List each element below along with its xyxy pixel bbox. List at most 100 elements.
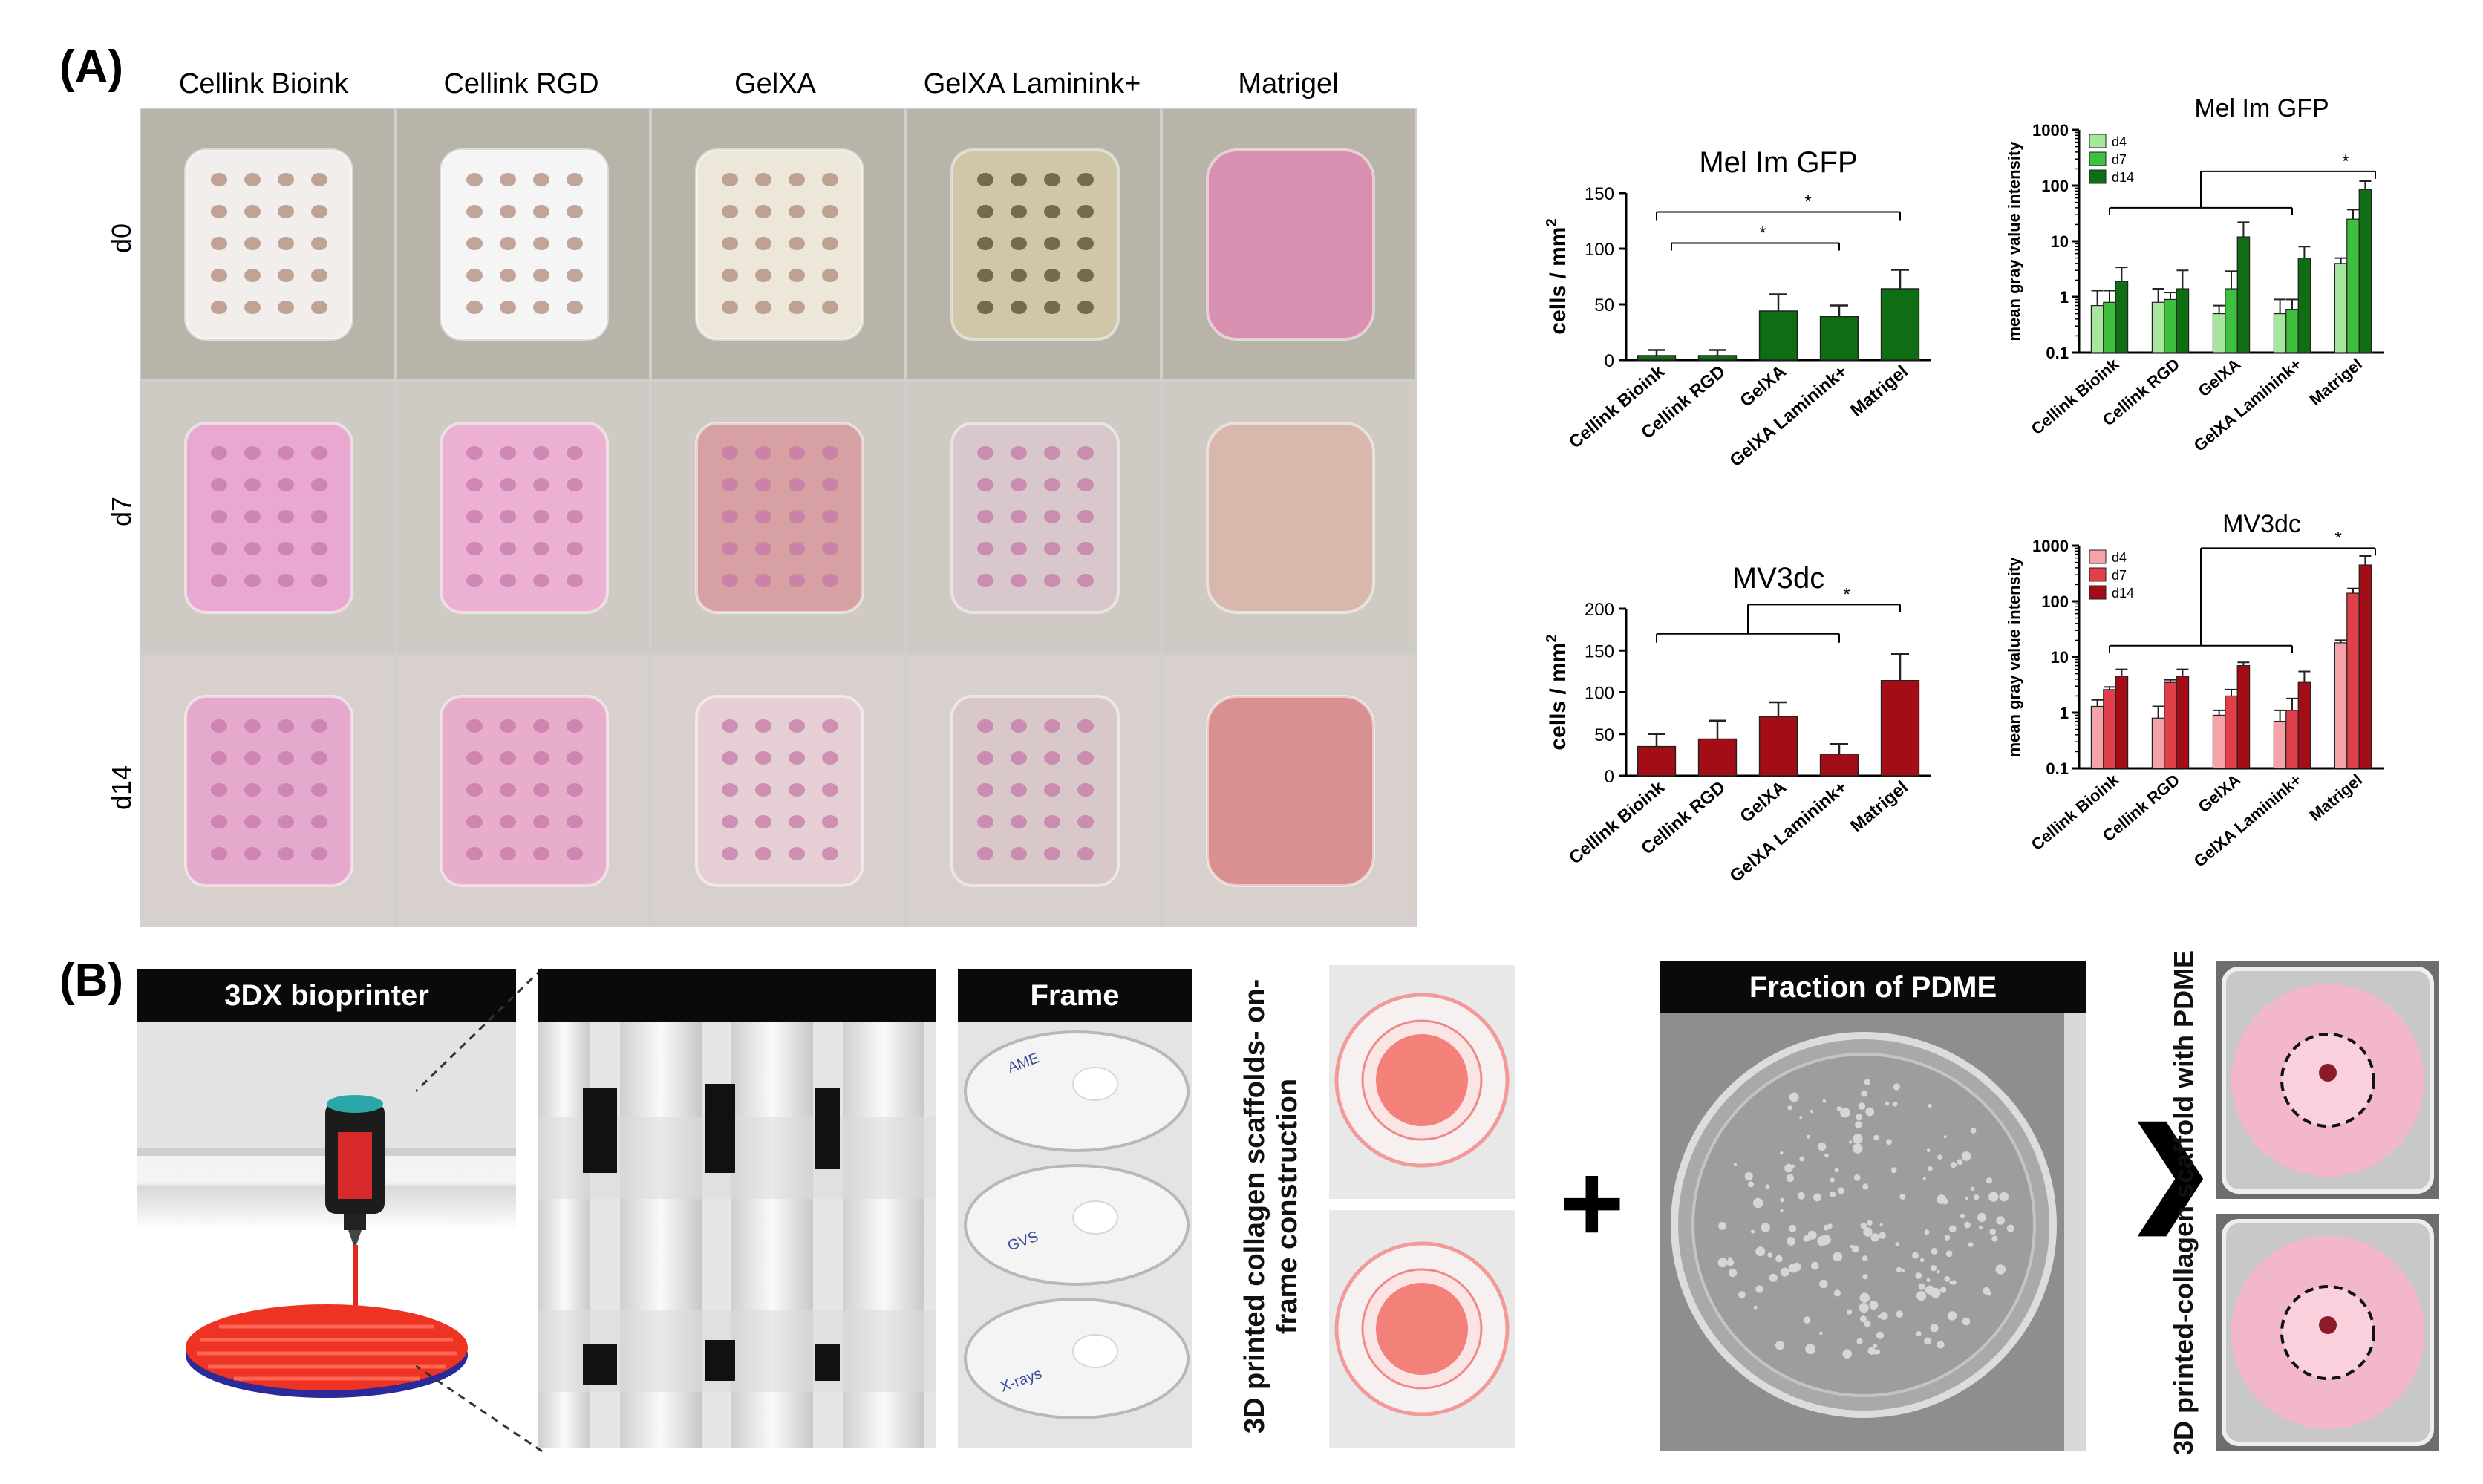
scaffold-pore [278, 783, 294, 797]
scaffold-pore [533, 815, 549, 828]
legend-swatch-d14 [2089, 169, 2107, 184]
bar-d14 [2115, 676, 2129, 769]
scaffold-pore [466, 719, 483, 733]
scaffold-pore [1044, 574, 1060, 587]
scaffold-pore [533, 783, 549, 797]
pdme-speck [1899, 1194, 1906, 1200]
pdme-speck [1968, 1242, 1974, 1247]
scaffold-pore [466, 446, 483, 460]
scaffold-pore [977, 301, 993, 314]
pdme-header: Fraction of PDME [1660, 961, 2086, 1013]
scaffold-pore [722, 446, 738, 460]
scaffold-pore [567, 751, 583, 765]
scaffold-pore [500, 478, 516, 491]
bar-d14 [2358, 564, 2372, 769]
scaffold-pore [211, 542, 227, 555]
chart-melim-intensity: Mel Im GFP 0.1 1 10 100 1000 mean gray value i… [2005, 94, 2384, 455]
scaffold-body [1206, 422, 1375, 614]
scaffold-pore [500, 847, 516, 860]
legend-swatch-d4 [2089, 134, 2107, 148]
pdme-speck [1807, 1230, 1817, 1240]
scaffold-photo-drawing [950, 695, 1120, 887]
scaffold-pore [789, 542, 805, 555]
construction-label: 3D printed collagen scaffolds- on-frame … [1239, 978, 1303, 1434]
pdme-speck [1957, 1159, 1963, 1166]
pdme-speck [1753, 1197, 1763, 1209]
y-axis-label-sup: 2 [1544, 218, 1560, 226]
x-tick-label: GelXA Laminink+ [2190, 771, 2306, 871]
scaffold-pore [1011, 237, 1027, 250]
scaffold-pore [500, 510, 516, 523]
bar-d4 [2212, 714, 2226, 769]
scaffold-pore [1044, 542, 1060, 555]
scaffold-pore [533, 510, 549, 523]
y-tick-label: 100 [2041, 177, 2069, 195]
pdme-speck [1728, 1257, 1732, 1261]
scaffold-pore [567, 173, 583, 186]
scaffold-pore [1011, 783, 1027, 797]
scaffold-pore [822, 751, 838, 765]
scaffold-body [950, 695, 1120, 887]
pdme-speck [1995, 1264, 2006, 1275]
scaffold-pore [244, 783, 261, 797]
x-tick-label: GelXA [1736, 362, 1790, 411]
scaffold-photo-drawing [1206, 695, 1375, 887]
pdme-speck [1775, 1255, 1783, 1263]
scaffold-pore [1044, 751, 1060, 765]
scaffold-pore [244, 173, 261, 186]
scaffold-pore [533, 301, 549, 314]
scaffold-pore [211, 751, 227, 765]
scaffold-pore [567, 719, 583, 733]
pdme-speck [1862, 1274, 1868, 1280]
pdme-speck [1875, 1349, 1880, 1355]
scaffold-pore [1044, 783, 1060, 797]
pdme-speck [1873, 1134, 1879, 1141]
scaffold-pore [278, 173, 294, 186]
result-photos [2216, 961, 2439, 1451]
scaffold-pore [278, 269, 294, 282]
scaffold-pore [822, 237, 838, 250]
scaffold-pore [755, 478, 771, 491]
pdme-speck [1822, 1099, 1827, 1103]
result-arrow: ❯ [2124, 1107, 2217, 1232]
pdme-speck [1738, 1291, 1746, 1298]
scaffold-pore [244, 719, 261, 733]
scaffold-pore [533, 478, 549, 491]
pdme-speck [1744, 1172, 1753, 1180]
pdme-speck [1840, 1107, 1850, 1118]
legend-swatch-d7 [2089, 151, 2107, 166]
y-tick-label: 100 [1585, 684, 1614, 704]
pdme-speck [1748, 1181, 1754, 1188]
scaffold-pore [722, 173, 738, 186]
pdme-speck [1951, 1280, 1957, 1285]
scaffold-photo-d14-2 [650, 654, 906, 927]
scaffold-pore [244, 269, 261, 282]
scaffold-pore [755, 542, 771, 555]
scaffold-photo-drawing [950, 422, 1120, 614]
scaffold-pore [977, 847, 993, 860]
scaffold-pore [311, 542, 327, 555]
bioprinter-drawing [137, 1022, 516, 1398]
y-tick-label: 0.1 [2046, 759, 2069, 778]
y-tick-label: 50 [1594, 295, 1614, 316]
scaffold-pore [211, 510, 227, 523]
y-axis-label: mean gray value intensity [2005, 141, 2023, 341]
scaffold-pore [822, 269, 838, 282]
scaffold-pore [533, 237, 549, 250]
pdme-speck [1879, 1232, 1886, 1239]
scaffold-body [950, 148, 1120, 341]
scaffold-pore [466, 815, 483, 828]
pdme-speck [1892, 1101, 1898, 1107]
scaffold-pore [311, 173, 327, 186]
scaffold-pore [244, 446, 261, 460]
scaffold-pore [1077, 815, 1094, 828]
pdme-speck [1924, 1229, 1930, 1235]
pdme-speck [1856, 1338, 1863, 1344]
legend-label-d14: d14 [2112, 170, 2134, 185]
scaffold-pore [722, 205, 738, 218]
scaffold-pore [211, 173, 227, 186]
scaffold-pore [311, 478, 327, 491]
frame-header: Frame [958, 969, 1192, 1022]
y-tick-label: 10 [2051, 648, 2069, 667]
